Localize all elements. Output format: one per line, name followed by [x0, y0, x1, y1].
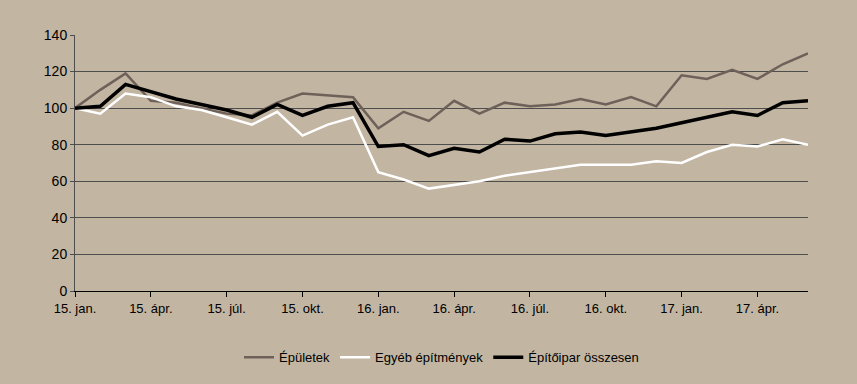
- svg-text:140: 140: [44, 27, 68, 43]
- svg-text:17. ápr.: 17. ápr.: [736, 301, 779, 316]
- svg-text:15. jan.: 15. jan.: [54, 301, 97, 316]
- svg-text:15. okt.: 15. okt.: [281, 301, 324, 316]
- svg-text:16. jan.: 16. jan.: [357, 301, 400, 316]
- svg-text:16. ápr.: 16. ápr.: [432, 301, 475, 316]
- svg-text:120: 120: [44, 63, 68, 79]
- svg-text:40: 40: [52, 210, 68, 226]
- svg-text:20: 20: [52, 246, 68, 262]
- svg-text:60: 60: [52, 173, 68, 189]
- svg-text:15. júl.: 15. júl.: [208, 301, 246, 316]
- svg-text:15. ápr.: 15. ápr.: [129, 301, 172, 316]
- svg-text:Épületek: Épületek: [279, 350, 330, 365]
- svg-text:Egyéb építmények: Egyéb építmények: [375, 350, 483, 365]
- svg-text:16. okt.: 16. okt.: [584, 301, 627, 316]
- svg-text:100: 100: [44, 100, 68, 116]
- svg-text:0: 0: [59, 283, 67, 299]
- svg-text:17. jan.: 17. jan.: [660, 301, 703, 316]
- svg-text:80: 80: [52, 137, 68, 153]
- svg-text:16. júl.: 16. júl.: [511, 301, 549, 316]
- svg-text:Építőipar összesen: Építőipar összesen: [528, 350, 639, 365]
